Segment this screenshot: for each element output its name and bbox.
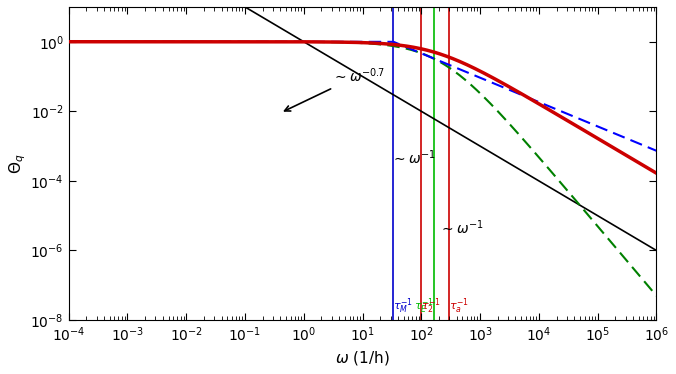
Text: $\sim \omega^{-1}$: $\sim \omega^{-1}$	[391, 149, 435, 167]
X-axis label: $\omega$ (1/h): $\omega$ (1/h)	[335, 349, 390, 367]
Text: $\sim \omega^{-0.7}$: $\sim \omega^{-0.7}$	[285, 66, 385, 111]
Text: $\tau_E^{-1}$: $\tau_E^{-1}$	[414, 297, 435, 316]
Text: $\tau_2^{-1}$: $\tau_2^{-1}$	[421, 297, 441, 316]
Text: $\tau_a^{-1}$: $\tau_a^{-1}$	[450, 297, 469, 316]
Y-axis label: $\Theta_q$: $\Theta_q$	[7, 153, 28, 174]
Text: $\sim \omega^{-1}$: $\sim \omega^{-1}$	[439, 218, 484, 237]
Text: $\tau_M^{-1}$: $\tau_M^{-1}$	[393, 297, 413, 316]
